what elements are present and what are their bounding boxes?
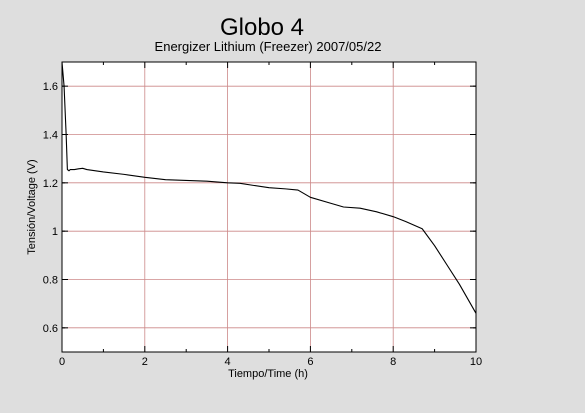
plot-frame (61, 61, 477, 353)
y-tick-labels: 0.6 0.8 1 1.2 1.4 1.6 (43, 81, 58, 335)
grid (62, 62, 476, 352)
series-line-voltage (61, 61, 477, 314)
y-tick-label: 1.6 (43, 81, 58, 93)
y-tick-label: 0.8 (43, 275, 58, 287)
x-tick-label: 8 (390, 356, 396, 368)
x-tick-label: 2 (142, 356, 148, 368)
y-tick-label: 0.6 (43, 323, 58, 335)
x-axis-label: Tiempo/Time (h) (228, 368, 308, 380)
plot-area (62, 62, 476, 352)
x-tick-label: 4 (225, 356, 231, 368)
chart-subtitle: Energizer Lithium (Freezer) 2007/05/22 (155, 39, 382, 54)
y-axis-label: Tensión/Voltage (V) (26, 159, 38, 254)
x-tick-label: 0 (59, 356, 65, 368)
y-tick-label: 1 (52, 226, 58, 238)
y-tick-label: 1.2 (43, 178, 58, 190)
x-tick-label: 6 (307, 356, 313, 368)
x-tick-label: 10 (470, 356, 482, 368)
chart-title: Globo 4 (220, 14, 304, 41)
y-tick-label: 1.4 (43, 130, 58, 142)
series-layer (61, 61, 477, 314)
x-tick-labels: 0 2 4 6 8 10 (59, 356, 482, 368)
